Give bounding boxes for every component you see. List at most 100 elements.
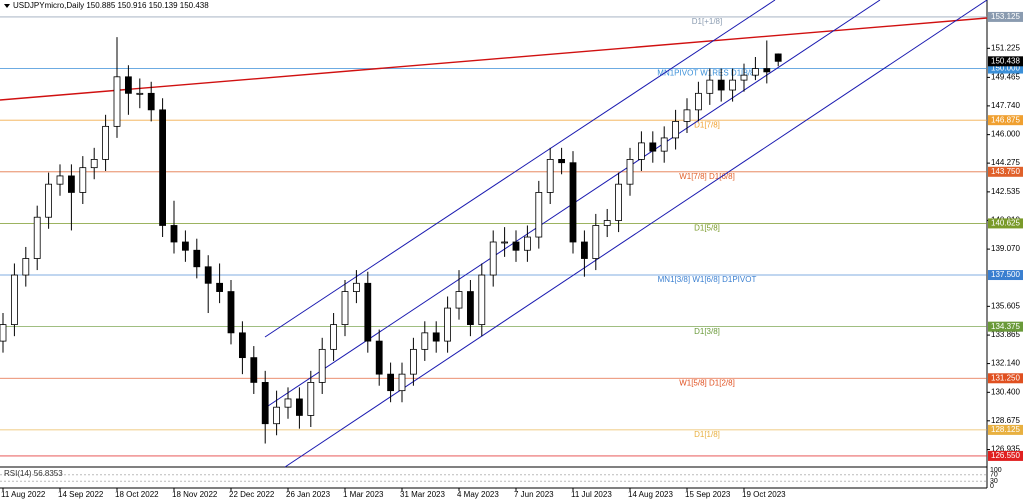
candle-body [717, 79, 725, 91]
x-tick-label: 26 Jan 2023 [286, 490, 331, 499]
y-tick-label: 133.865 [991, 330, 1020, 339]
chart-title: USDJPYmicro,Daily 150.885 150.916 150.13… [13, 1, 209, 10]
level-tag [988, 270, 1023, 281]
candle-body [421, 332, 429, 350]
x-tick-label: 19 Oct 2023 [742, 490, 786, 499]
level-text: MN1PIVOT W1RES D1[8/8] [657, 69, 756, 78]
level-tag [988, 373, 1023, 384]
level-tag-label: 153.125 [991, 12, 1020, 21]
level-text: W1[7/8] D1[6/8] [679, 172, 735, 181]
candle-body [170, 225, 178, 243]
level-tag-label: 140.625 [991, 219, 1020, 228]
candle-body [478, 274, 486, 325]
axes: 151.225 149.465 147.740 146.000 144.275 142.5… [0, 11, 1023, 499]
level-text: W1[5/8] D1[2/8] [679, 378, 735, 387]
candle-body [512, 241, 520, 251]
level-tag-label: 126.550 [991, 451, 1020, 460]
level-text: D1[3/8] [694, 327, 720, 336]
candle-body [592, 225, 600, 259]
candle-body [113, 76, 121, 127]
candle-body [90, 159, 98, 169]
rsi-label: RSI(14) 56.8353 [4, 469, 63, 478]
candle-body [626, 159, 634, 185]
candle-body [649, 142, 657, 152]
candle-body [672, 121, 679, 139]
level-text: D1[+1/8] [692, 17, 722, 26]
candle-body [68, 175, 75, 193]
candle-body [569, 162, 577, 243]
candle-body [524, 236, 531, 251]
candle-body [364, 282, 372, 342]
level-tag-label: 131.250 [991, 373, 1020, 382]
candle-body [398, 373, 406, 392]
x-tick-label: 7 Jun 2023 [514, 490, 554, 499]
candle-body [455, 291, 463, 309]
x-tick-label: 1 Mar 2023 [343, 490, 384, 499]
candle-body [774, 53, 782, 62]
candle-body [10, 274, 18, 325]
y-tick-label: 142.535 [991, 187, 1020, 196]
candle-body [102, 125, 109, 160]
candle-body [341, 291, 349, 325]
candle-body [125, 76, 132, 94]
channel-upper [264, 0, 776, 338]
rsi-tick-label: 30 [990, 478, 998, 485]
level-tag [988, 63, 1023, 74]
x-tick-label: 18 Nov 2022 [172, 490, 218, 499]
x-tick-label: 14 Aug 2023 [628, 490, 673, 499]
y-tick-label: 151.225 [991, 43, 1020, 52]
candle-body [136, 92, 144, 95]
candle-body [307, 382, 315, 416]
candle-body [558, 159, 565, 164]
y-tick-label: 132.140 [991, 359, 1020, 368]
y-tick-label: 146.000 [991, 130, 1020, 139]
level-tag-label: 146.875 [991, 115, 1020, 124]
level-tag-label: 134.375 [991, 322, 1020, 331]
candle-body [603, 220, 611, 226]
menu-arrow[interactable] [4, 4, 10, 8]
candle-body [147, 92, 155, 111]
level-tag [988, 218, 1023, 229]
candle-body [375, 340, 383, 375]
candle-body [204, 266, 212, 284]
candle-body [763, 68, 771, 73]
candle-body [273, 406, 281, 425]
level-tag-label: 128.125 [991, 425, 1020, 434]
level-tag-label: 137.500 [991, 270, 1020, 279]
x-tick-label: 31 Mar 2023 [400, 490, 445, 499]
candle-body [56, 175, 64, 185]
candle-body [695, 92, 702, 111]
candle-body [581, 241, 588, 259]
candle-body [261, 382, 269, 425]
x-tick-label: 22 Dec 2022 [229, 490, 275, 499]
y-tick-label: 126.935 [991, 445, 1020, 454]
level-text: D1[7/8] [694, 120, 720, 129]
x-tick-label: 14 Sep 2022 [58, 490, 104, 499]
x-tick-label: 11 Jul 2023 [571, 490, 612, 499]
level-tag [988, 450, 1023, 461]
level-text: D1[1/8] [694, 430, 720, 439]
candle-body [250, 357, 258, 383]
candle-body [740, 74, 748, 81]
candle-body [45, 183, 52, 218]
candle-body [615, 183, 622, 221]
x-tick-label: 15 Sep 2023 [685, 490, 731, 499]
candle-body [535, 192, 543, 238]
candle-body [79, 167, 87, 193]
candle-body [193, 249, 201, 268]
y-tick-label: 139.070 [991, 244, 1020, 253]
candle-body [706, 79, 714, 94]
candle-body [352, 282, 360, 292]
last-price-tag [988, 56, 1023, 67]
candles [0, 37, 782, 444]
y-tick-label: 149.465 [991, 72, 1020, 81]
level-tag [988, 166, 1023, 177]
x-tick-label: 4 May 2023 [457, 490, 499, 499]
candle-body [22, 258, 30, 276]
candle-body [330, 324, 338, 350]
candle-body [159, 109, 167, 226]
y-tick-label: 130.400 [991, 387, 1020, 396]
y-tick-label: 128.675 [991, 416, 1020, 425]
